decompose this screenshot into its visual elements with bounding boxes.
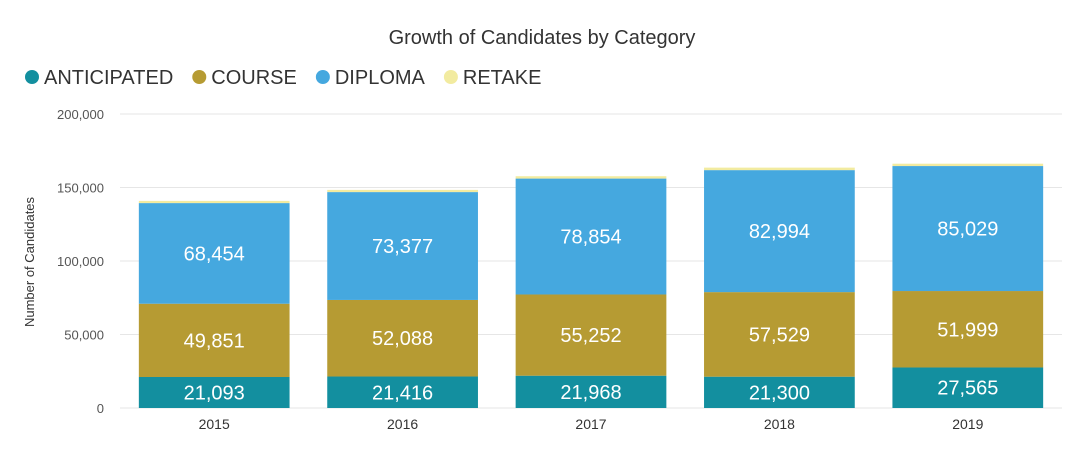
x-tick-label: 2015: [199, 416, 230, 432]
bar-diploma-2019: [892, 166, 1044, 292]
data-label: 73,377: [372, 236, 433, 258]
data-label: 21,968: [560, 382, 621, 404]
bar-diploma-2018: [704, 170, 855, 293]
bar-diploma-2017: [515, 178, 667, 295]
x-tick-label: 2018: [764, 416, 795, 432]
bar-retake-2015: [138, 200, 290, 204]
chart-title: Growth of Candidates by Category: [389, 27, 696, 49]
bar-course-2019: [892, 291, 1044, 368]
x-tick-label: 2017: [575, 416, 606, 432]
bar-retake-2018: [704, 167, 855, 171]
data-label: 52,088: [372, 328, 433, 350]
x-tick-label: 2016: [387, 416, 418, 432]
x-tick-label: 2019: [952, 416, 983, 432]
bars: 21,093 49,851 68,454 21,416 52,088 73,377 21,9…: [138, 163, 1044, 408]
legend-label: RETAKE: [463, 67, 542, 89]
bar-course-2015: [138, 303, 290, 377]
bar-anticipated-2019: [892, 367, 1044, 408]
bar-retake-2019: [892, 163, 1044, 167]
bar-anticipated-2016: [327, 376, 478, 408]
data-label: 27,565: [937, 378, 998, 400]
data-label: 57,529: [749, 324, 810, 346]
y-axis: 0 50,000 100,000 150,000 200,000: [57, 107, 104, 416]
legend-item-diploma: DIPLOMA: [315, 67, 426, 89]
bar-diploma-2016: [327, 192, 478, 300]
y-tick-label: 0: [97, 401, 104, 416]
x-axis: 2015 2016 2017 2018 2019: [199, 416, 984, 432]
data-label: 21,416: [372, 382, 433, 404]
data-label: 51,999: [937, 319, 998, 341]
bar-diploma-2015: [138, 203, 290, 304]
bar-anticipated-2015: [138, 376, 290, 408]
y-axis-label: Number of Candidates: [22, 196, 37, 327]
data-label: 49,851: [184, 330, 245, 352]
bar-retake-2017: [515, 176, 667, 179]
legend-label: DIPLOMA: [335, 67, 426, 89]
bar-anticipated-2018: [704, 376, 855, 408]
data-label: 21,093: [184, 382, 245, 404]
y-tick-label: 50,000: [64, 328, 104, 343]
legend-item-course: COURSE: [192, 67, 297, 89]
y-tick-label: 200,000: [57, 107, 104, 122]
legend: ANTICIPATED COURSE DIPLOMA RETAKE: [25, 67, 541, 89]
data-label: 78,854: [560, 227, 621, 249]
bar-anticipated-2017: [515, 375, 667, 408]
bar-course-2017: [515, 294, 667, 376]
y-tick-label: 150,000: [57, 181, 104, 196]
y-tick-label: 100,000: [57, 254, 104, 269]
legend-swatch: [192, 70, 207, 84]
legend-label: ANTICIPATED: [44, 67, 173, 89]
bar-course-2016: [327, 299, 478, 377]
data-label: 82,994: [749, 221, 810, 243]
data-label: 68,454: [184, 243, 245, 265]
legend-label: COURSE: [211, 67, 297, 89]
bar-course-2018: [704, 292, 855, 377]
data-label: 21,300: [749, 382, 810, 404]
legend-swatch: [443, 70, 458, 84]
legend-swatch: [315, 70, 330, 84]
legend-item-anticipated: ANTICIPATED: [25, 67, 173, 89]
legend-swatch: [25, 70, 39, 84]
legend-item-retake: RETAKE: [443, 67, 542, 89]
data-label: 55,252: [560, 325, 621, 347]
bar-retake-2016: [327, 189, 478, 193]
data-label: 85,029: [937, 219, 998, 241]
